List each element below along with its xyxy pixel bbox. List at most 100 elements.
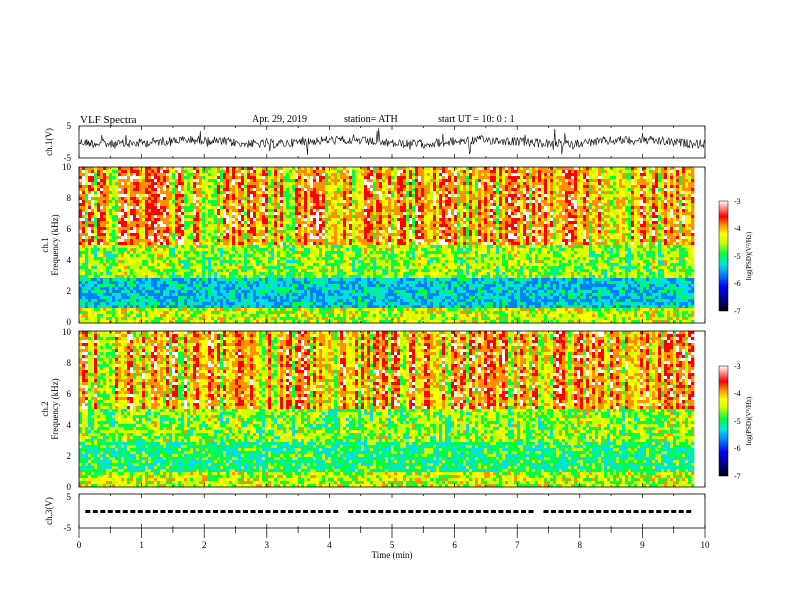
spectrogram-cell [310, 275, 314, 279]
spectrogram-cell [103, 287, 107, 291]
spectrogram-cell [163, 284, 167, 288]
spectrogram-cell [319, 173, 323, 177]
spectrogram-cell [262, 296, 266, 300]
spectrogram-cell [304, 248, 308, 252]
spectrogram-cell [259, 299, 263, 303]
spectrogram-cell [358, 320, 362, 324]
spectrogram-cell [220, 188, 224, 192]
spectrogram-cell [229, 191, 233, 195]
spectrogram-cell [307, 278, 311, 282]
spectrogram-cell [208, 212, 212, 216]
spectrogram-cell [112, 296, 116, 300]
spectrogram-cell [265, 242, 269, 246]
spectrogram-cell [82, 314, 86, 318]
spectrogram-cell [82, 218, 86, 222]
spectrogram-cell [268, 218, 272, 222]
spectrogram-cell [325, 272, 329, 276]
spectrogram-cell [250, 221, 254, 225]
spectrogram-cell [136, 290, 140, 294]
spectrogram-cell [178, 257, 182, 261]
spectrogram-cell [202, 167, 206, 171]
spectrogram-cell [277, 296, 281, 300]
spectrogram-cell [331, 299, 335, 303]
spectrogram-cell [160, 170, 164, 174]
spectrogram-cell [199, 263, 203, 267]
spectrogram-cell [82, 215, 86, 219]
spectrogram-cell [322, 257, 326, 261]
spectrogram-cell [361, 176, 365, 180]
spectrogram-cell [160, 209, 164, 213]
spectrogram-cell [331, 305, 335, 309]
spectrogram-cell [100, 176, 104, 180]
spectrogram-cell [100, 200, 104, 204]
spectrogram-cell [226, 284, 230, 288]
spectrogram-cell [109, 281, 113, 285]
spectrogram-cell [142, 320, 146, 324]
spectrogram-cell [115, 236, 119, 240]
spectrogram-cell [292, 212, 296, 216]
spectrogram-cell [175, 167, 179, 171]
spectrogram-cell [286, 260, 290, 264]
spectrogram-cell [319, 302, 323, 306]
spectrogram-cell [133, 254, 137, 258]
spectrogram-cell [262, 275, 266, 279]
spectrogram-cell [301, 263, 305, 267]
spectrogram-cell [91, 179, 95, 183]
spectrogram-cell [232, 248, 236, 252]
spectrogram-cell [151, 317, 155, 321]
spectrogram-cell [355, 191, 359, 195]
spectrogram-cell [106, 215, 110, 219]
spectrogram-cell [214, 197, 218, 201]
spectrogram-cell [157, 248, 161, 252]
spectrogram-cell [154, 269, 158, 273]
spectrogram-cell [94, 209, 98, 213]
spectrogram-cell [160, 242, 164, 246]
spectrogram-cell [250, 269, 254, 273]
spectrogram-cell [118, 254, 122, 258]
spectrogram-cell [223, 188, 227, 192]
spectrogram-cell [148, 176, 152, 180]
spectrogram-cell [316, 218, 320, 222]
spectrogram-cell [133, 191, 137, 195]
spectrogram-cell [304, 245, 308, 249]
spectrogram-cell [139, 257, 143, 261]
spectrogram-cell [178, 212, 182, 216]
spectrogram-cell [115, 275, 119, 279]
spectrogram-cell [337, 272, 341, 276]
spectrogram-cell [361, 254, 365, 258]
spectrogram-cell [85, 197, 89, 201]
spectrogram-cell [325, 194, 329, 198]
spectrogram-cell [202, 257, 206, 261]
spectrogram-cell [136, 173, 140, 177]
spectrogram-cell [268, 239, 272, 243]
spectrogram-cell [340, 182, 344, 186]
spectrogram-cell [85, 215, 89, 219]
spectrogram-cell [358, 233, 362, 237]
spectrogram-cell [226, 185, 230, 189]
spectrogram-cell [118, 263, 122, 267]
spectrogram-cell [190, 239, 194, 243]
spectrogram-cell [154, 200, 158, 204]
spectrogram-cell [307, 206, 311, 210]
spectrogram-cell [346, 218, 350, 222]
spectrogram-cell [79, 284, 83, 288]
spectrogram-cell [133, 170, 137, 174]
spectrogram-cell [199, 218, 203, 222]
spectrogram-cell [109, 290, 113, 294]
spectrogram-cell [244, 287, 248, 291]
spectrogram-cell [208, 281, 212, 285]
spectrogram-cell [349, 305, 353, 309]
spectrogram-cell [241, 305, 245, 309]
spectrogram-cell [322, 179, 326, 183]
spectrogram-cell [298, 251, 302, 255]
spectrogram-cell [244, 269, 248, 273]
spectrogram-cell [319, 242, 323, 246]
spectrogram-cell [253, 179, 257, 183]
spectrogram-cell [91, 293, 95, 297]
spectrogram-cell [163, 218, 167, 222]
spectrogram-cell [358, 254, 362, 258]
spectrogram-cell [148, 299, 152, 303]
spectrogram-cell [139, 272, 143, 276]
spectrogram-cell [91, 263, 95, 267]
spectrogram-cell [235, 302, 239, 306]
